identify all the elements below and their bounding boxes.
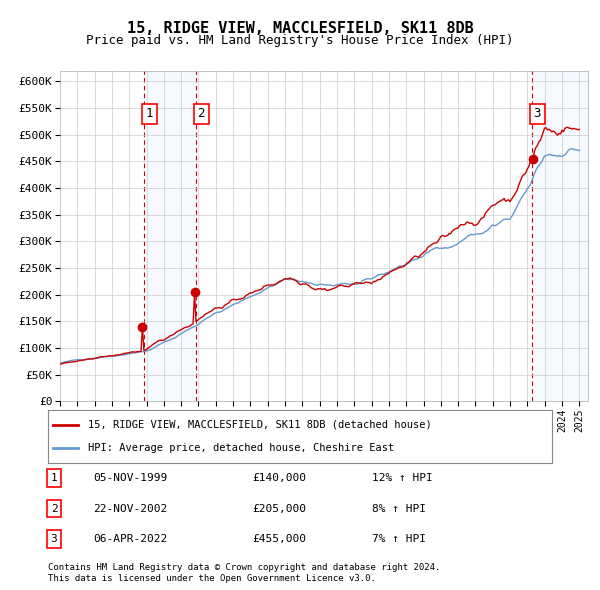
Text: 12% ↑ HPI: 12% ↑ HPI — [372, 473, 433, 483]
Text: 05-NOV-1999: 05-NOV-1999 — [93, 473, 167, 483]
Text: £140,000: £140,000 — [252, 473, 306, 483]
Text: This data is licensed under the Open Government Licence v3.0.: This data is licensed under the Open Gov… — [48, 574, 376, 583]
Text: 7% ↑ HPI: 7% ↑ HPI — [372, 535, 426, 544]
Bar — [532, 71, 588, 401]
Text: £205,000: £205,000 — [252, 504, 306, 513]
Text: 3: 3 — [533, 107, 541, 120]
Text: Price paid vs. HM Land Registry's House Price Index (HPI): Price paid vs. HM Land Registry's House … — [86, 34, 514, 47]
Text: 1: 1 — [50, 473, 58, 483]
Text: 22-NOV-2002: 22-NOV-2002 — [93, 504, 167, 513]
Text: 3: 3 — [50, 535, 58, 544]
Text: 06-APR-2022: 06-APR-2022 — [93, 535, 167, 544]
Text: Contains HM Land Registry data © Crown copyright and database right 2024.: Contains HM Land Registry data © Crown c… — [48, 563, 440, 572]
Text: £455,000: £455,000 — [252, 535, 306, 544]
Text: 2: 2 — [197, 107, 205, 120]
Text: HPI: Average price, detached house, Cheshire East: HPI: Average price, detached house, Ches… — [88, 443, 395, 453]
Text: 15, RIDGE VIEW, MACCLESFIELD, SK11 8DB: 15, RIDGE VIEW, MACCLESFIELD, SK11 8DB — [127, 21, 473, 35]
Text: 1: 1 — [145, 107, 153, 120]
Bar — [143, 71, 196, 401]
Text: 2: 2 — [50, 504, 58, 513]
Text: 8% ↑ HPI: 8% ↑ HPI — [372, 504, 426, 513]
Text: 15, RIDGE VIEW, MACCLESFIELD, SK11 8DB (detached house): 15, RIDGE VIEW, MACCLESFIELD, SK11 8DB (… — [88, 420, 432, 430]
